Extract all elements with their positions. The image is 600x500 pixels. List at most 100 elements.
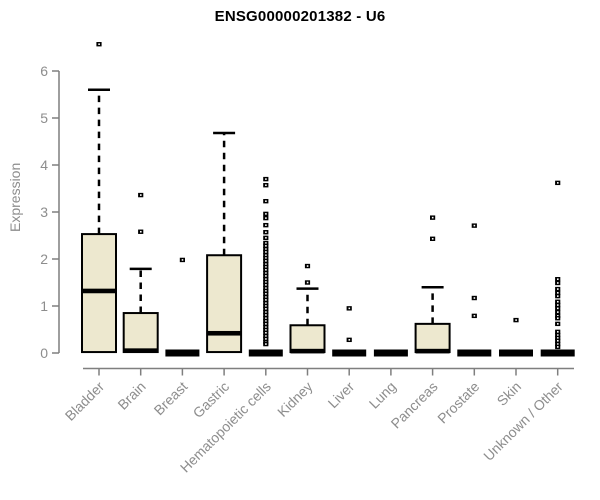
category-label-liver: Liver [325,378,358,411]
outlier-point-hole [265,237,267,239]
outlier-point-hole [473,315,476,317]
outlier-point-hole [181,259,184,261]
box-skin [499,349,533,357]
box-hematopoietic-cells [248,349,283,357]
outlier-point-hole [431,216,434,219]
outlier-point-hole [348,339,351,341]
outlier-point-hole [265,296,267,298]
outlier-point-hole [557,334,559,336]
outlier-point-hole [557,331,559,333]
y-tick-label: 4 [40,157,48,173]
outlier-point-hole [557,278,559,281]
outlier-point-hole [265,343,267,345]
outlier-point-hole [265,275,267,277]
outlier-point-hole [557,317,559,320]
outlier-point-hole [265,184,267,187]
outlier-point-hole [431,237,434,240]
outlier-point-hole [473,224,476,227]
outlier-point-hole [557,182,559,184]
outlier-point-hole [265,245,267,247]
outlier-point-hole [265,224,267,226]
outlier-point-hole [265,292,267,295]
outlier-point-hole [557,315,559,317]
outlier-point-hole [265,329,267,331]
outlier-point-hole [265,257,267,259]
category-label-bladder: Bladder [62,378,108,424]
y-tick-label: 1 [40,298,48,314]
y-tick-label: 3 [40,204,48,220]
box-breast [165,349,200,357]
chart-title: ENSG00000201382 - U6 [214,8,386,25]
outlier-point-hole [265,266,267,268]
outlier-point-hole [265,251,267,253]
outlier-point-hole [265,281,267,283]
outlier-point-hole [265,338,267,340]
outlier-point-hole [265,284,267,286]
median-gastric [207,330,242,336]
outlier-point-hole [265,320,267,322]
category-label-breast: Breast [151,378,191,418]
category-label-skin: Skin [494,378,525,409]
outlier-point-hole [557,304,559,306]
outlier-point-hole [557,343,559,345]
outlier-point-hole [265,308,267,310]
outlier-point-hole [265,314,267,316]
outlier-point-hole [557,346,559,348]
outlier-point-hole [265,311,267,313]
outlier-point-hole [265,200,267,202]
outlier-point-hole [557,282,559,284]
median-brain [123,348,158,353]
outlier-point-hole [265,217,267,219]
outlier-point-hole [557,339,559,342]
outlier-point-hole [265,254,267,257]
y-tick-label: 5 [40,110,48,126]
outlier-point-hole [265,242,267,244]
outlier-point-hole [557,307,559,310]
outlier-point-hole [265,278,267,281]
median-kidney [290,348,325,354]
outlier-point-hole [557,300,559,303]
outlier-point-hole [265,290,267,292]
outlier-point-hole [306,265,309,267]
category-label-unknown-other: Unknown / Other [480,378,566,464]
box-unknown-other [540,349,575,357]
box-brain [122,312,159,354]
y-tick-label: 6 [40,63,48,79]
category-label-brain: Brain [114,378,148,412]
outlier-point-hole [265,326,267,328]
outlier-point-hole [265,269,267,271]
outlier-point-hole [265,335,267,337]
outlier-point-hole [265,302,267,304]
outlier-point-hole [473,297,476,299]
outlier-point-hole [140,230,142,233]
outlier-point-hole [265,331,267,334]
outlier-point-hole [557,337,559,339]
outlier-point-hole [265,299,267,301]
outlier-point-hole [557,292,559,294]
outlier-point-hole [557,288,559,290]
outlier-point-hole [98,43,100,46]
outlier-point-hole [557,323,559,325]
outlier-point-hole [265,323,267,325]
outlier-point-hole [265,287,267,289]
y-tick-label: 2 [40,251,48,267]
box-liver [332,349,367,357]
outlier-point-hole [265,305,267,307]
category-label-prostate: Prostate [434,378,482,426]
outlier-point-hole [557,295,559,297]
box-prostate [457,349,492,357]
outlier-point-hole [265,317,267,320]
box-lung [373,349,408,357]
outlier-point-hole [515,319,517,321]
box-kidney [289,324,326,354]
outlier-point-hole [265,178,267,180]
outlier-point-hole [348,307,351,310]
median-pancreas [415,348,450,354]
outlier-point-hole [140,194,142,196]
category-label-kidney: Kidney [274,378,316,420]
outlier-point-hole [265,231,267,234]
outlier-point-hole [557,311,559,313]
outlier-point-hole [265,272,267,274]
